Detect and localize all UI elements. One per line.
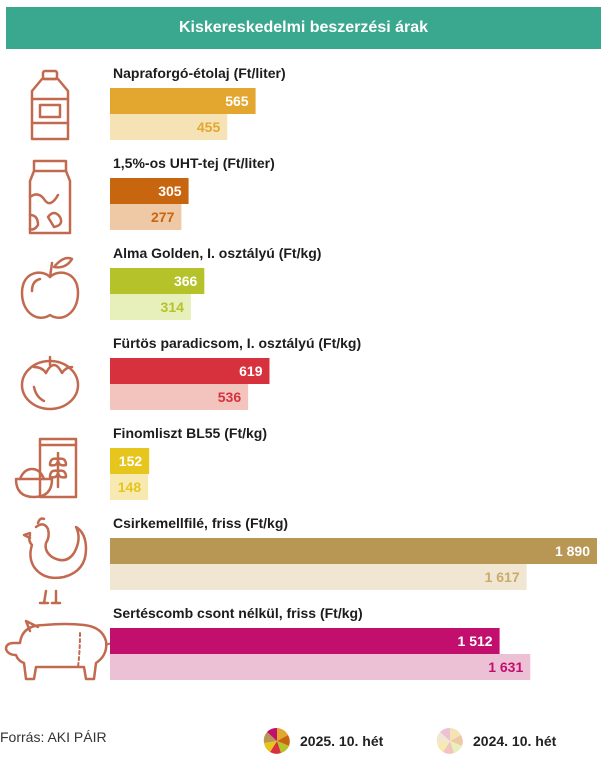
bar-2024 — [110, 564, 527, 590]
value-label-2025: 1 890 — [555, 543, 590, 559]
pastel-pie-icon — [436, 727, 463, 754]
bar-2024 — [110, 204, 182, 230]
bar-2025 — [110, 538, 597, 564]
bar-2024 — [110, 384, 249, 410]
bar-2025 — [110, 628, 500, 654]
multicolor-pie-icon — [263, 727, 290, 754]
category-label: Napraforgó-étolaj (Ft/liter) — [113, 65, 286, 81]
flour-bag-icon — [14, 437, 78, 499]
milk-carton-icon — [28, 159, 72, 235]
bar-2024 — [110, 294, 191, 320]
category-label: Fürtös paradicsom, I. osztályú (Ft/kg) — [113, 335, 361, 351]
tomato-icon — [20, 355, 80, 411]
value-label-2025: 152 — [119, 453, 143, 469]
category-label: Finomliszt BL55 (Ft/kg) — [113, 425, 267, 441]
value-label-2024: 1 617 — [485, 569, 520, 585]
value-label-2025: 1 512 — [458, 633, 493, 649]
bar-2025 — [110, 268, 205, 294]
bar-2025 — [110, 358, 270, 384]
category-label: Sertéscomb csont nélkül, friss (Ft/kg) — [113, 605, 363, 621]
bar-2024 — [110, 114, 228, 140]
value-label-2024: 455 — [197, 119, 221, 135]
apple-icon — [20, 256, 80, 319]
bar-2025 — [110, 178, 189, 204]
value-label-2024: 1 631 — [488, 659, 523, 675]
value-label-2025: 565 — [225, 93, 249, 109]
value-label-2025: 619 — [239, 363, 263, 379]
value-label-2024: 148 — [118, 479, 142, 495]
value-label-2024: 314 — [161, 299, 185, 315]
pig-icon — [4, 619, 117, 681]
category-label: Csirkemellfilé, friss (Ft/kg) — [113, 515, 288, 531]
category-label: Alma Golden, I. osztályú (Ft/kg) — [113, 245, 321, 261]
legend-label-current: 2025. 10. hét — [300, 733, 384, 749]
value-label-2025: 366 — [174, 273, 198, 289]
legend-item-previous: 2024. 10. hét — [435, 726, 556, 756]
chart-title: Kiskereskedelmi beszerzési árak — [6, 7, 601, 49]
bar-2024 — [110, 474, 149, 500]
legend-item-current: 2025. 10. hét — [262, 726, 383, 756]
oil-bottle-icon — [30, 69, 70, 141]
chicken-icon — [22, 517, 88, 605]
legend-label-previous: 2024. 10. hét — [473, 733, 557, 749]
bar-2025 — [110, 88, 256, 114]
value-label-2025: 305 — [158, 183, 182, 199]
bar-2025 — [110, 448, 150, 474]
source-note: Forrás: AKI PÁIR — [0, 729, 107, 745]
value-label-2024: 277 — [151, 209, 175, 225]
category-label: 1,5%-os UHT-tej (Ft/liter) — [113, 155, 275, 171]
value-label-2024: 536 — [218, 389, 242, 405]
bar-2024 — [110, 654, 531, 680]
